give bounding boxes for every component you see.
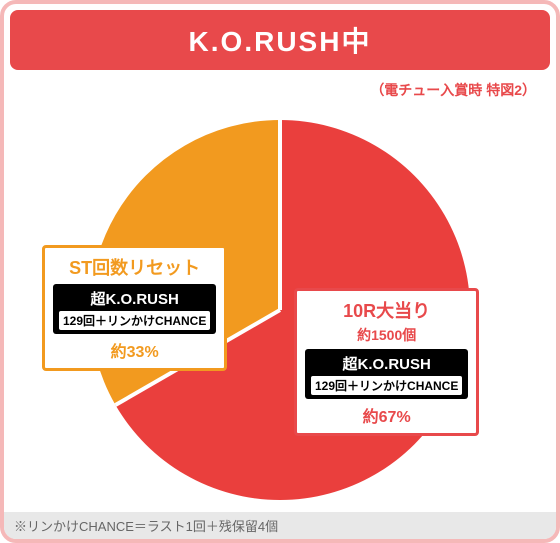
red-title: 10R大当り — [305, 297, 468, 323]
chart-area: ST回数リセット 超K.O.RUSH 129回＋リンかけCHANCE 約33% … — [4, 100, 556, 520]
header-title: K.O.RUSH中 — [189, 26, 372, 57]
red-black-line1: 超K.O.RUSH — [311, 353, 462, 374]
orange-percent: 約33% — [53, 338, 216, 362]
red-percent: 約67% — [305, 403, 468, 427]
orange-black-line1: 超K.O.RUSH — [59, 288, 210, 309]
red-sub: 約1500個 — [305, 325, 468, 345]
orange-black-box: 超K.O.RUSH 129回＋リンかけCHANCE — [53, 284, 216, 334]
label-box-red: 10R大当り 約1500個 超K.O.RUSH 129回＋リンかけCHANCE … — [294, 288, 479, 436]
red-black-line2: 129回＋リンかけCHANCE — [311, 376, 462, 395]
footnote: ※リンかけCHANCE＝ラスト1回＋残保留4個 — [4, 512, 556, 539]
orange-title: ST回数リセット — [53, 254, 216, 280]
label-box-orange: ST回数リセット 超K.O.RUSH 129回＋リンかけCHANCE 約33% — [42, 245, 227, 371]
card-container: K.O.RUSH中 （電チュー入賞時 特図2） ST回数リセット 超K.O.RU… — [0, 0, 560, 543]
orange-black-line2: 129回＋リンかけCHANCE — [59, 311, 210, 330]
header-bar: K.O.RUSH中 — [10, 10, 550, 70]
red-black-box: 超K.O.RUSH 129回＋リンかけCHANCE — [305, 349, 468, 399]
